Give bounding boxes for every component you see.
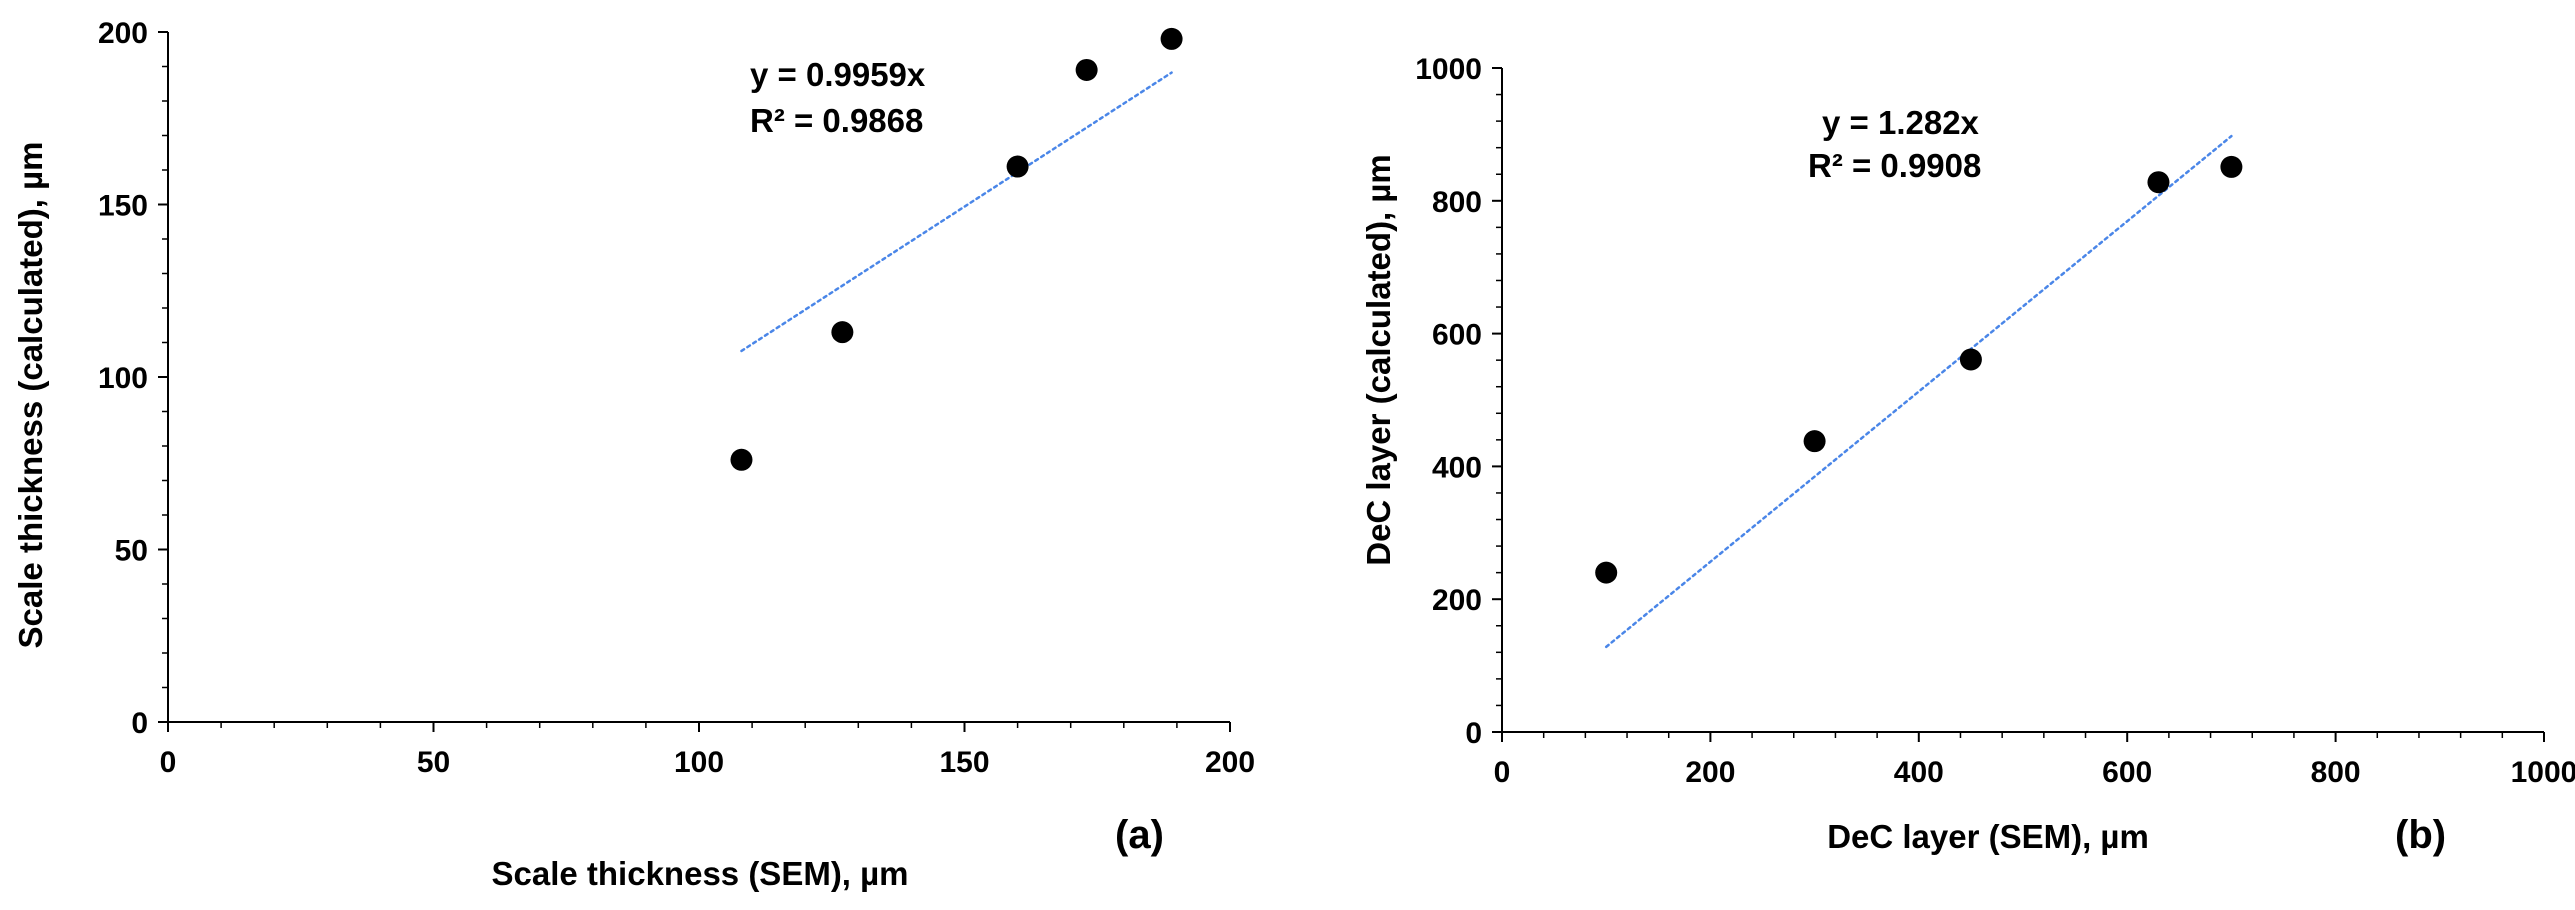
- chart-a-x-tick-label: 100: [674, 746, 724, 779]
- chart-b-data-point: [1959, 348, 1982, 371]
- chart-a-r-squared: R² = 0.9868: [750, 102, 923, 139]
- chart-b-r-squared: R² = 0.9908: [1808, 147, 1981, 184]
- chart-b-x-tick-labels: 0 200 400 600 800 1000: [1494, 756, 2575, 789]
- chart-b-minor-ticks: [1496, 93, 2504, 738]
- chart-a-x-tick-label: 150: [939, 746, 989, 779]
- chart-a-data-point: [831, 321, 854, 344]
- chart-b-trendline-group: [1604, 134, 2233, 649]
- chart-a-equation: y = 0.9959x: [750, 56, 926, 93]
- chart-b-trendline: [1604, 134, 2233, 649]
- chart-b-x-tick-label: 200: [1685, 756, 1735, 789]
- chart-b-x-tick-label: 800: [2311, 756, 2361, 789]
- chart-b-y-tick-label: 800: [1432, 186, 1482, 219]
- chart-a-panel-label: (a): [1115, 813, 1164, 857]
- chart-b-data-point: [2220, 155, 2243, 178]
- chart-a-points: [730, 27, 1183, 471]
- chart-a-y-tick-label: 100: [98, 362, 148, 395]
- chart-a-data-point: [1006, 155, 1029, 178]
- chart-b-x-tick-label: 400: [1894, 756, 1944, 789]
- chart-a-y-tick-label: 50: [115, 535, 148, 568]
- chart-b-x-tick-label: 0: [1494, 756, 1511, 789]
- chart-a-y-tick-label: 0: [131, 707, 148, 740]
- chart-b-data-point: [1595, 561, 1618, 584]
- chart-b-y-tick-label: 600: [1432, 319, 1482, 352]
- chart-b-y-tick-label: 200: [1432, 584, 1482, 617]
- chart-a-x-tick-label: 0: [160, 746, 177, 779]
- chart-b-x-tick-label: 1000: [2511, 756, 2575, 789]
- chart-b-y-axis-label: DeC layer (calculated), µm: [1360, 154, 1397, 566]
- chart-b-y-tick-labels: 0 200 400 600 800 1000: [1415, 53, 1482, 750]
- chart-b-panel-label: (b): [2395, 813, 2446, 857]
- chart-a-minor-ticks: [162, 65, 1178, 728]
- chart-a-x-tick-label: 200: [1205, 746, 1255, 779]
- chart-a-data-point: [1160, 27, 1183, 50]
- chart-b-y-tick-label: 1000: [1415, 53, 1482, 86]
- chart-b: 0 200 400 600 800 1000 0 200 400 600 800 1000 y = …: [1360, 53, 2575, 857]
- chart-a-y-tick-label: 150: [98, 190, 148, 223]
- chart-b-y-tick-label: 0: [1465, 717, 1482, 750]
- chart-b-axes: [1492, 67, 2545, 742]
- chart-a-x-axis-label: Scale thickness (SEM), µm: [492, 855, 909, 892]
- chart-a-y-axis-label: Scale thickness (calculated), µm: [12, 142, 49, 649]
- chart-b-points: [1595, 155, 2243, 584]
- chart-b-y-tick-label: 400: [1432, 451, 1482, 484]
- chart-a-trendline: [740, 71, 1173, 353]
- chart-b-x-tick-label: 600: [2102, 756, 2152, 789]
- chart-b-x-axis-label: DeC layer (SEM), µm: [1827, 818, 2149, 855]
- chart-a-data-point: [1075, 58, 1098, 81]
- chart-b-equation: y = 1.282x: [1822, 104, 1980, 141]
- chart-a-data-point: [730, 448, 753, 471]
- chart-a-x-tick-label: 50: [417, 746, 450, 779]
- chart-a-trendline-group: [740, 71, 1173, 353]
- chart-a-y-tick-labels: 0 50 100 150 200: [98, 17, 148, 740]
- chart-a: 0 50 100 150 200 0 50 100 150 200 y = 0.9959x R²…: [12, 17, 1255, 892]
- chart-a-y-tick-label: 200: [98, 17, 148, 50]
- chart-b-data-point: [2147, 171, 2170, 194]
- chart-b-data-point: [1803, 430, 1826, 453]
- chart-a-x-tick-labels: 0 50 100 150 200: [160, 746, 1255, 779]
- chart-a-axes: [158, 31, 1231, 732]
